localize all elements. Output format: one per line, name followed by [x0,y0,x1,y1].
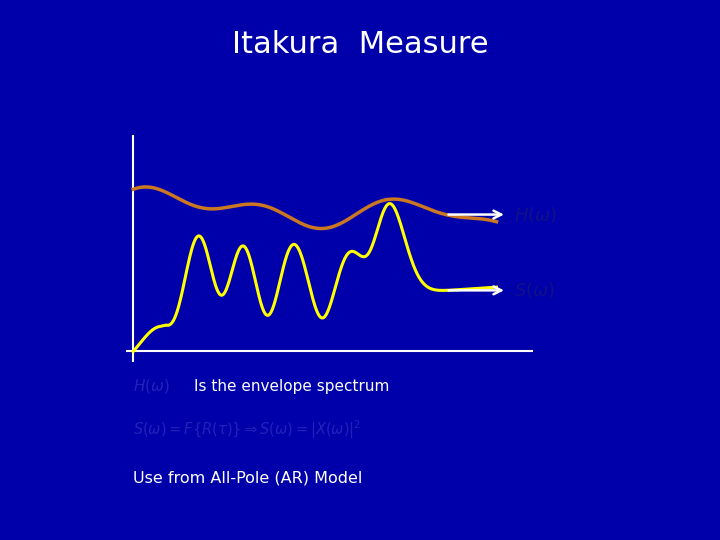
Text: Itakura  Measure: Itakura Measure [232,30,488,59]
Text: $H(\omega)$: $H(\omega)$ [514,205,557,225]
Text: $S(\omega) = F\{R(\tau)\} \Rightarrow S(\omega) = |X(\omega)|^2$: $S(\omega) = F\{R(\tau)\} \Rightarrow S(… [133,418,361,441]
Text: $H(\omega)$: $H(\omega)$ [133,377,170,395]
Text: Is the envelope spectrum: Is the envelope spectrum [194,379,390,394]
Text: Use from All-Pole (AR) Model: Use from All-Pole (AR) Model [133,470,363,485]
Text: $S(\omega)$: $S(\omega)$ [514,280,555,300]
